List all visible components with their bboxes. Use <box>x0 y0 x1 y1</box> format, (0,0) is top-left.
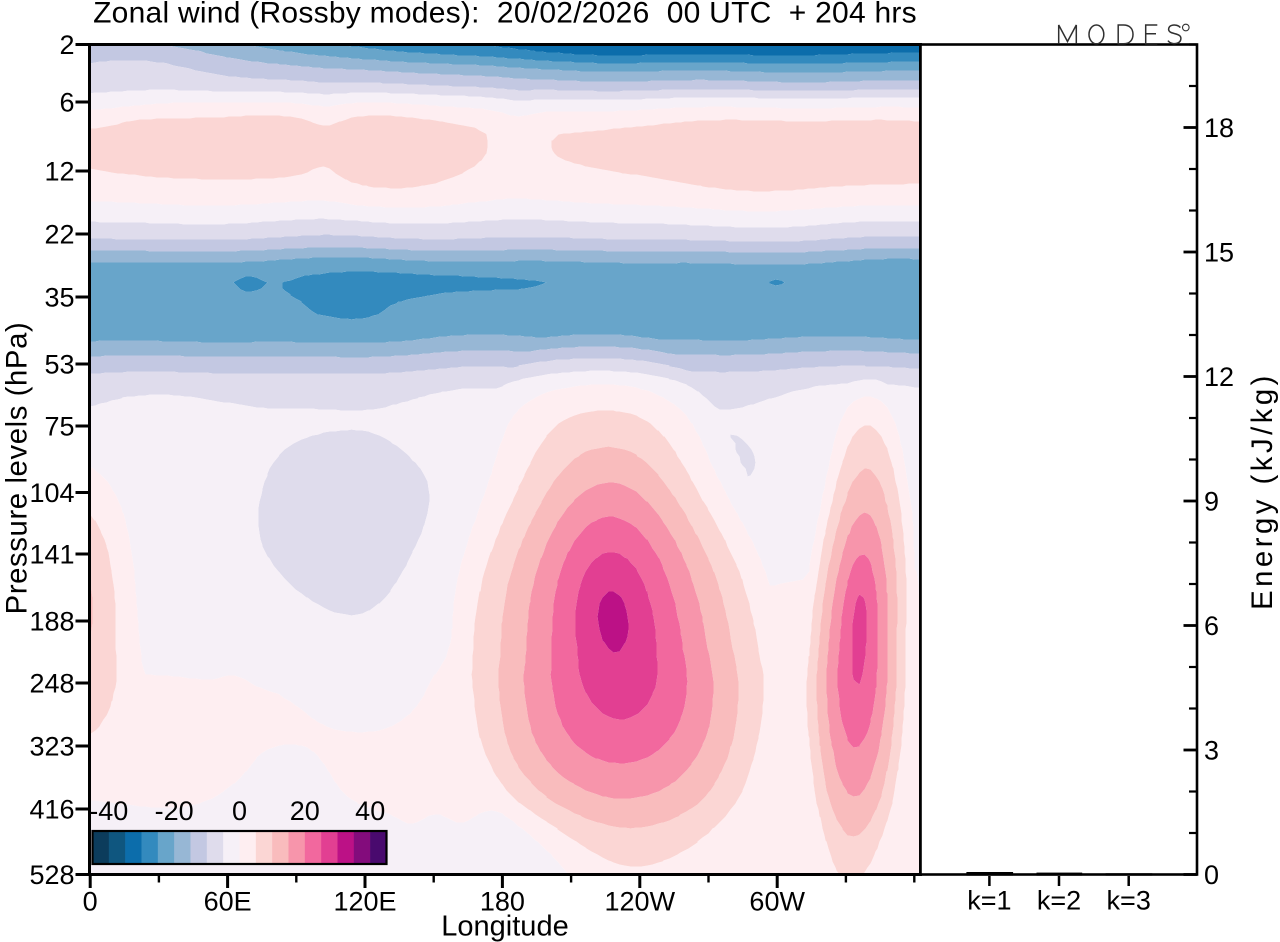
svg-text:35: 35 <box>44 283 74 313</box>
svg-text:0: 0 <box>83 887 98 917</box>
svg-text:Energy (kJ/kg): Energy (kJ/kg) <box>1246 372 1279 610</box>
svg-text:Zonal wind (Rossby modes): 20: Zonal wind (Rossby modes): 20/02/2026 00… <box>93 0 917 30</box>
svg-text:75: 75 <box>44 412 74 442</box>
svg-text:2: 2 <box>59 30 74 60</box>
svg-text:12: 12 <box>1204 362 1234 392</box>
svg-text:-20: -20 <box>155 796 194 826</box>
svg-text:Pressure levels (hPa): Pressure levels (hPa) <box>1 322 34 615</box>
svg-text:-40: -40 <box>89 796 128 826</box>
svg-text:141: 141 <box>29 540 74 570</box>
svg-text:528: 528 <box>29 860 74 890</box>
svg-text:0: 0 <box>1204 860 1219 890</box>
svg-text:9: 9 <box>1204 487 1219 517</box>
svg-text:53: 53 <box>44 350 74 380</box>
svg-text:Longitude: Longitude <box>441 911 568 942</box>
svg-text:104: 104 <box>29 478 74 508</box>
svg-text:60W: 60W <box>749 887 805 917</box>
svg-text:k=1: k=1 <box>967 886 1011 916</box>
svg-text:20: 20 <box>290 796 320 826</box>
svg-text:248: 248 <box>29 669 74 699</box>
svg-text:120W: 120W <box>605 887 676 917</box>
svg-text:k=2: k=2 <box>1037 886 1081 916</box>
svg-text:12: 12 <box>44 157 74 187</box>
svg-text:6: 6 <box>59 88 74 118</box>
svg-text:18: 18 <box>1204 113 1234 143</box>
svg-text:188: 188 <box>29 607 74 637</box>
svg-text:180: 180 <box>480 887 525 917</box>
svg-text:0: 0 <box>232 796 247 826</box>
svg-text:22: 22 <box>44 220 74 250</box>
svg-text:6: 6 <box>1204 611 1219 641</box>
svg-text:120E: 120E <box>333 887 396 917</box>
svg-text:60E: 60E <box>204 887 252 917</box>
svg-text:k=3: k=3 <box>1107 886 1151 916</box>
svg-text:416: 416 <box>29 795 74 825</box>
svg-text:15: 15 <box>1204 238 1234 268</box>
svg-text:323: 323 <box>29 732 74 762</box>
svg-text:3: 3 <box>1204 736 1219 766</box>
svg-text:40: 40 <box>355 796 385 826</box>
